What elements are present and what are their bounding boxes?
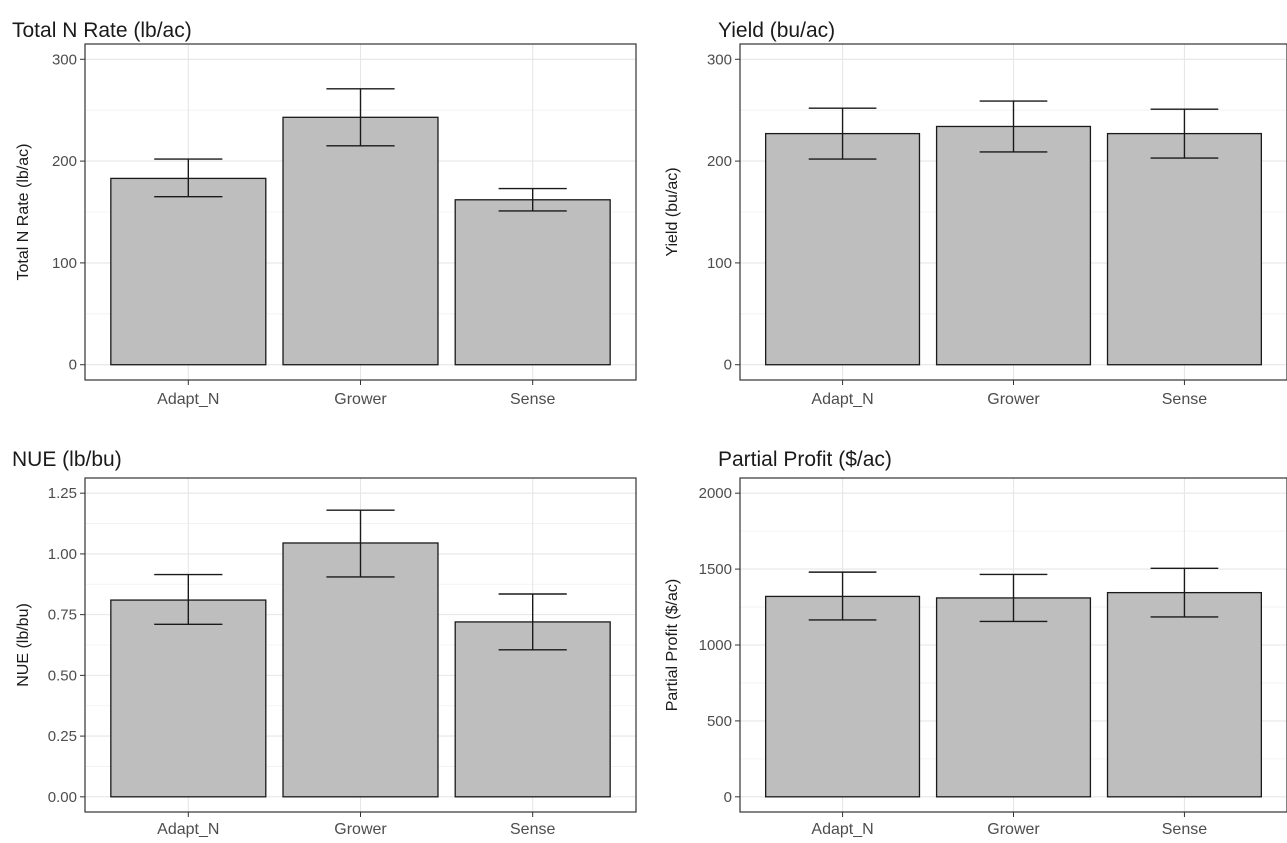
bar-sense	[1106, 591, 1263, 798]
y-tick-label: 0.75	[48, 607, 77, 624]
chart-panel-1: 0 100 200 300 Adapt_N Grower Sense Yield (bu/ac…	[664, 19, 1287, 408]
y-axis-label: Total N Rate (lb/ac)	[15, 144, 32, 281]
y-axis-label: NUE (lb/bu)	[15, 603, 32, 687]
bar-adapt-n	[764, 595, 921, 798]
bar-sense	[454, 621, 611, 798]
x-tick-label: Adapt_N	[157, 391, 219, 408]
y-tick-label: 0	[724, 789, 732, 806]
bar-sense	[1106, 132, 1263, 366]
x-tick-label: Grower	[987, 391, 1040, 408]
y-axis-label: Yield (bu/ac)	[664, 167, 681, 256]
chart-title: Total N Rate (lb/ac)	[12, 19, 192, 42]
x-tick-label: Grower	[334, 821, 387, 838]
y-tick-label: 1000	[699, 637, 732, 654]
x-tick-label: Adapt_N	[811, 821, 873, 838]
chart-panel-3: 0 500 1000 1500 2000 Adapt_N Grower Sense Partia…	[664, 448, 1287, 838]
y-tick-label: 0.50	[48, 667, 77, 684]
y-tick-label: 1.25	[48, 485, 77, 502]
x-tick-label: Sense	[1162, 821, 1207, 838]
y-tick-label: 300	[52, 51, 77, 68]
y-tick-label: 0	[69, 357, 77, 374]
chart-title: NUE (lb/bu)	[12, 448, 122, 471]
x-tick-label: Grower	[987, 821, 1040, 838]
bar-sense	[454, 199, 611, 366]
x-tick-label: Grower	[334, 391, 387, 408]
y-tick-label: 300	[707, 51, 732, 68]
chart-title: Yield (bu/ac)	[718, 19, 835, 42]
y-tick-label: 200	[707, 153, 732, 170]
y-tick-label: 100	[52, 255, 77, 272]
y-tick-label: 0.00	[48, 789, 77, 806]
y-tick-label: 100	[707, 255, 732, 272]
y-tick-label: 0	[724, 357, 732, 374]
x-tick-label: Adapt_N	[811, 391, 873, 408]
bar-grower	[282, 542, 439, 798]
bar-grower	[282, 116, 439, 366]
y-tick-label: 200	[52, 153, 77, 170]
bar-adapt-n	[110, 177, 267, 366]
x-tick-label: Sense	[510, 821, 555, 838]
bar-adapt-n	[764, 132, 921, 366]
chart-panel-2: 0.00 0.25 0.50 0.75 1.00 1.25 Adapt_N Grower Sen…	[12, 448, 637, 838]
x-tick-label: Adapt_N	[157, 821, 219, 838]
x-tick-label: Sense	[510, 391, 555, 408]
chart-panel-0: 0 100 200 300 Adapt_N Grower Sense Total N Rate…	[12, 19, 637, 408]
x-tick-label: Sense	[1162, 391, 1207, 408]
y-tick-label: 1500	[699, 561, 732, 578]
bar-grower	[935, 125, 1092, 366]
y-tick-label: 0.25	[48, 728, 77, 745]
y-axis-label: Partial Profit ($/ac)	[664, 579, 681, 711]
chart-title: Partial Profit ($/ac)	[718, 448, 892, 471]
bar-adapt-n	[110, 599, 267, 798]
y-tick-label: 1.00	[48, 546, 77, 563]
bar-grower	[935, 597, 1092, 798]
y-tick-label: 2000	[699, 485, 732, 502]
y-tick-label: 500	[707, 713, 732, 730]
